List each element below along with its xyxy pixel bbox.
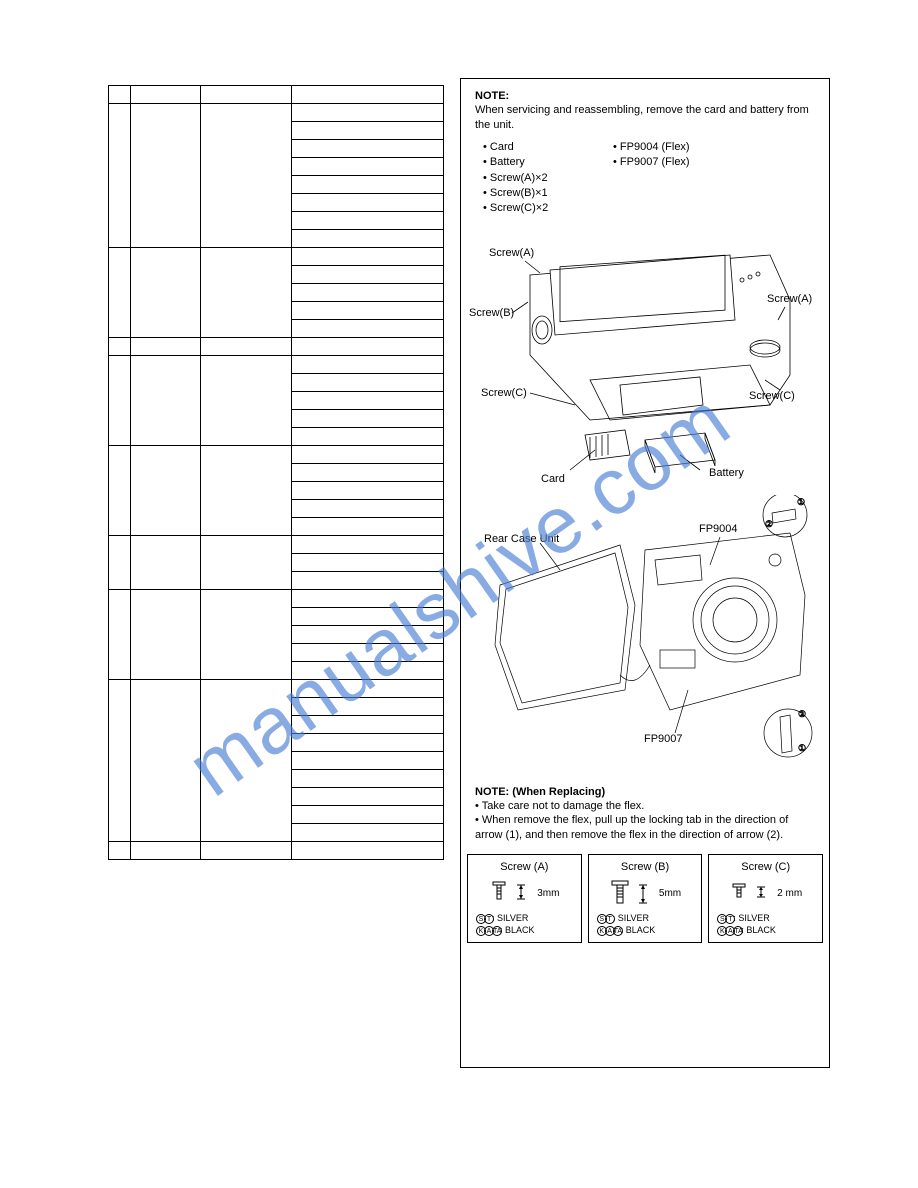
screw-title: Screw (A) <box>472 861 577 873</box>
right-panel: NOTE: When servicing and reassembling, r… <box>460 78 830 1068</box>
dimension-icon <box>637 879 653 907</box>
part-item: • FP9007 (Flex) <box>613 155 743 170</box>
note-replacing-line2: • When remove the flex, pull up the lock… <box>475 813 815 842</box>
note-replacing: NOTE: (When Replacing) • Take care not t… <box>461 779 829 848</box>
screw-icon <box>729 882 749 904</box>
label-fp9004: FP9004 <box>699 523 738 535</box>
screw-box-a: Screw (A) <box>467 854 582 943</box>
camera-top-diagram: Screw(A) Screw(B) Screw(C) Screw(A) Scre… <box>469 225 821 485</box>
part-item: • Screw(A)×2 <box>483 171 613 186</box>
screw-length: 5mm <box>659 888 681 899</box>
screw-colors: ST: SILVER KATA: BLACK <box>472 913 577 936</box>
label-fp9007: FP9007 <box>644 733 683 745</box>
parts-list: • Card • Battery • Screw(A)×2 • Screw(B)… <box>483 140 815 217</box>
blank-table <box>108 85 444 860</box>
screw-title: Screw (B) <box>593 861 698 873</box>
screw-icon <box>609 879 631 907</box>
dimension-icon <box>755 882 771 904</box>
svg-text:①: ① <box>797 497 805 507</box>
part-item: • Battery <box>483 155 613 170</box>
svg-text:②: ② <box>798 709 806 719</box>
page: manualshive.com <box>0 0 918 1188</box>
note-replacing-title: NOTE: (When Replacing) <box>475 785 815 799</box>
label-card: Card <box>541 473 565 485</box>
screw-colors: ST: SILVER KATA: BLACK <box>713 913 818 936</box>
label-rear-case: Rear Case Unit <box>484 533 559 545</box>
screw-colors: ST: SILVER KATA: BLACK <box>593 913 698 936</box>
camera-bottom-diagram: ① ② ② ① Rear Case Unit FP9004 FP9007 <box>469 495 821 775</box>
screw-title: Screw (C) <box>713 861 818 873</box>
part-item: • Screw(C)×2 <box>483 201 613 216</box>
screw-row: Screw (A) <box>461 848 829 949</box>
svg-text:②: ② <box>765 519 773 529</box>
svg-text:①: ① <box>798 743 806 753</box>
label-screw-a: Screw(A) <box>489 247 534 259</box>
part-item: • Card <box>483 140 613 155</box>
camera-top-svg <box>469 225 821 485</box>
label-screw-c: Screw(C) <box>481 387 527 399</box>
part-item: • FP9004 (Flex) <box>613 140 743 155</box>
left-table-area <box>108 85 444 860</box>
part-item: • Screw(B)×1 <box>483 186 613 201</box>
note-body: When servicing and reassembling, remove … <box>475 103 815 132</box>
label-battery: Battery <box>709 467 744 479</box>
label-screw-c-r: Screw(C) <box>749 390 795 402</box>
screw-box-c: Screw (C) 2 mm <box>708 854 823 943</box>
note-replacing-line1: • Take care not to damage the flex. <box>475 799 815 813</box>
screw-box-b: Screw (B) <box>588 854 703 943</box>
note-title: NOTE: <box>475 89 815 103</box>
note-block: NOTE: When servicing and reassembling, r… <box>461 79 829 221</box>
screw-length: 2 mm <box>777 888 802 899</box>
label-screw-b: Screw(B) <box>469 307 514 319</box>
screw-length: 3mm <box>537 888 559 899</box>
screw-icon <box>489 880 509 906</box>
dimension-icon <box>515 880 531 906</box>
label-screw-a-r: Screw(A) <box>767 293 812 305</box>
